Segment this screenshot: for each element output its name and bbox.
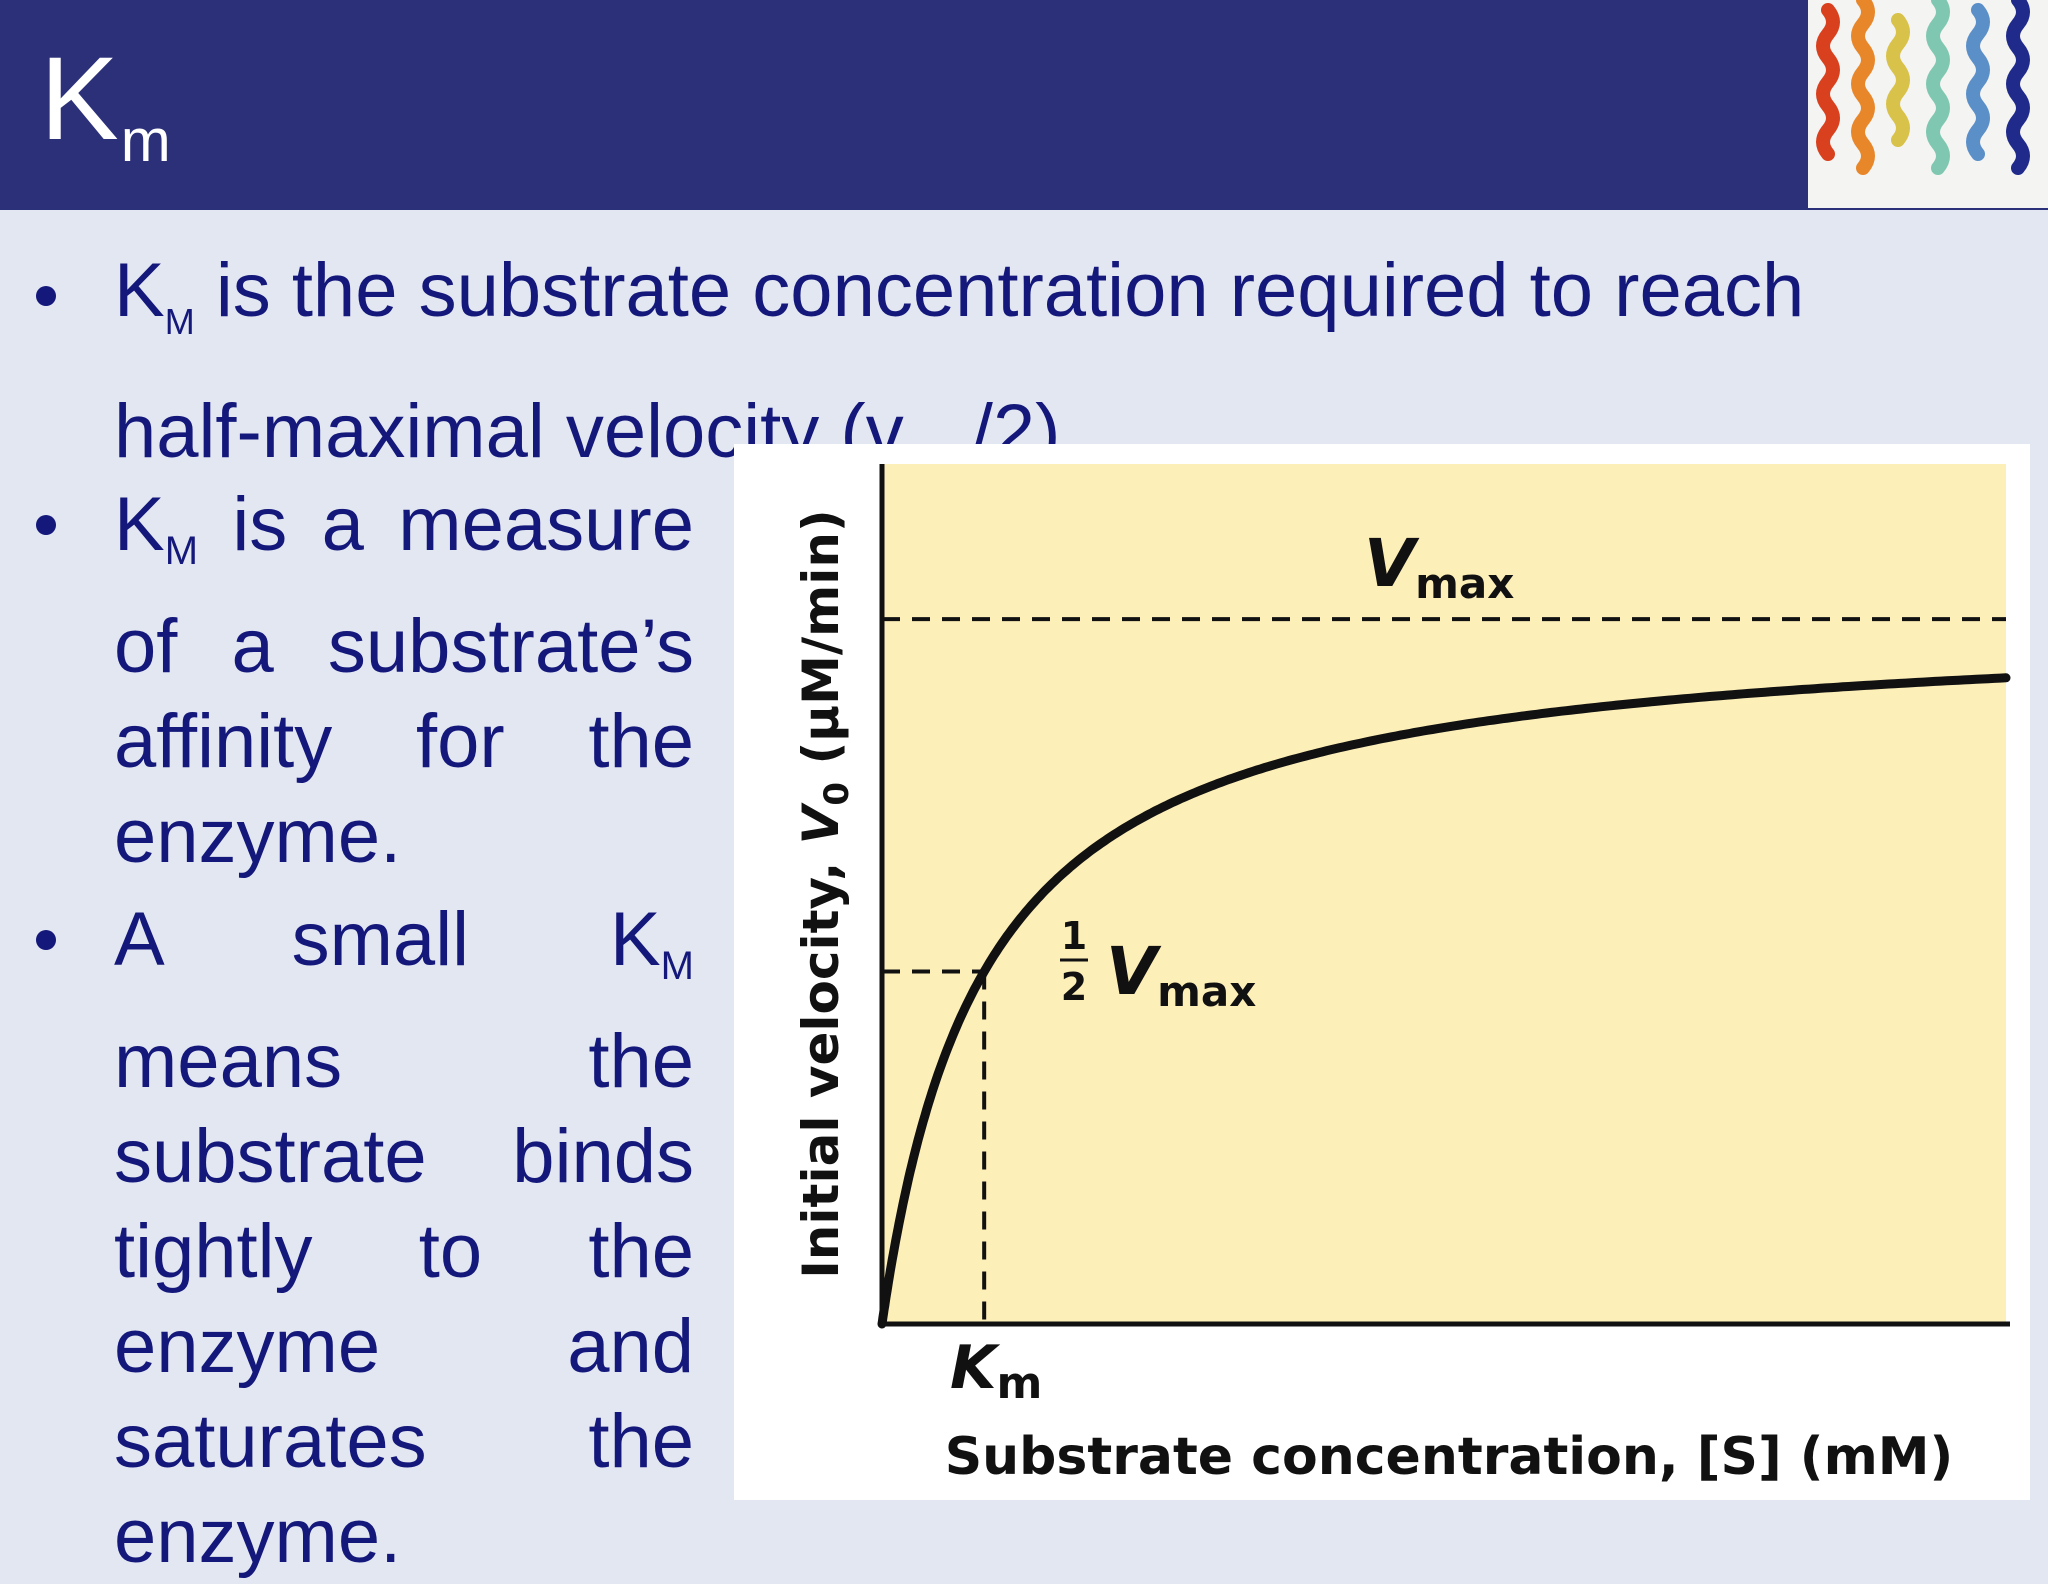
bullet2-line1: KM is a measure	[114, 482, 694, 573]
bullet2-line4: enzyme.	[114, 794, 402, 879]
bullet-km-affinity: KM is a measure of a substrate’s affinit…	[114, 477, 694, 884]
half-vmax-label: 1 2 Vmax	[1060, 914, 1256, 1016]
svg-text:2: 2	[1061, 965, 1087, 1009]
bullet3-line6: saturates the	[114, 1399, 694, 1484]
slide-title: Km	[40, 33, 171, 174]
vmax-label: Vmax	[1364, 525, 1514, 608]
bullet3-line4: tightly to the	[114, 1209, 694, 1294]
km-label: Km	[950, 1333, 1042, 1409]
michaelis-menten-chart: Vmax 1 2 Vmax Km Substrate concentration…	[734, 444, 2030, 1500]
chart-svg: Vmax 1 2 Vmax Km Substrate concentration…	[792, 464, 2011, 1487]
plot-background	[882, 464, 2006, 1324]
bullet-dot	[36, 286, 56, 306]
bullet3-line3: substrate binds	[114, 1114, 694, 1199]
protein-structure-image	[1808, 0, 2048, 208]
bullet-dot	[36, 515, 56, 535]
bullet1-line1: KM is the substrate concentration requir…	[114, 248, 1805, 342]
svg-text:1: 1	[1061, 914, 1087, 958]
bullet3-line2: means the	[114, 1019, 694, 1104]
bullet2-line2: of a substrate’s	[114, 604, 694, 689]
x-axis-label: Substrate concentration, [S] (mM)	[945, 1427, 1954, 1487]
bullet3-line5: enzyme and	[114, 1304, 694, 1389]
bullet3-line1: A small KM	[114, 897, 694, 988]
title-bar: Km	[0, 0, 2048, 210]
bullet-small-km: A small KM means the substrate binds tigh…	[114, 892, 694, 1584]
bullet-dot	[36, 930, 56, 950]
title-subscript: m	[120, 107, 171, 174]
bullet3-line7: enzyme.	[114, 1494, 402, 1579]
bullet2-line3: affinity for the	[114, 699, 694, 784]
svg-text:Vmax: Vmax	[1106, 933, 1256, 1016]
y-axis-label: Initial velocity, V0 (μM/min)	[792, 509, 857, 1279]
michaelis-menten-curve	[877, 673, 2011, 1329]
